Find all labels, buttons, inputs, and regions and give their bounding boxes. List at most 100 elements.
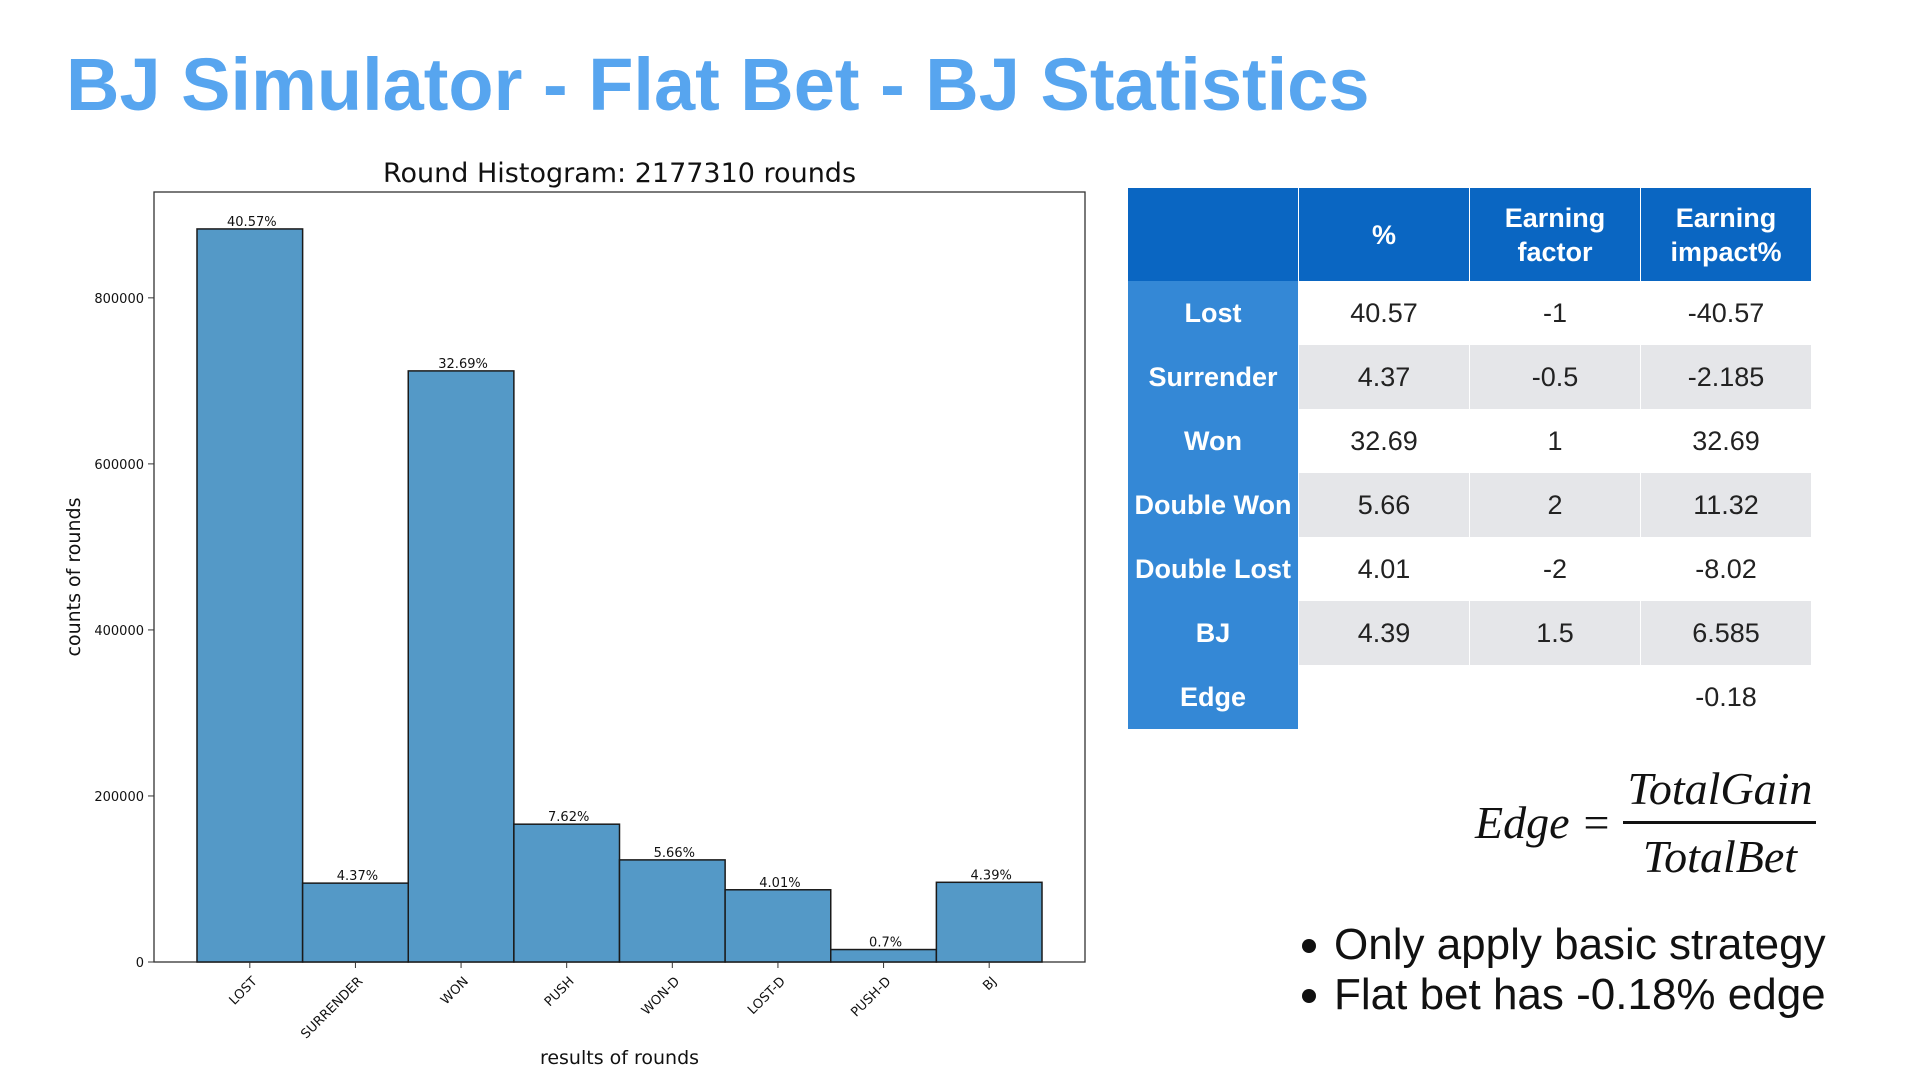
x-tick-label: LOST <box>227 974 261 1008</box>
row-header: Lost <box>1128 281 1299 345</box>
table-row: Double Won 5.66 2 11.32 <box>1128 473 1812 537</box>
value-label: 7.62% <box>548 810 589 825</box>
row-header: Edge <box>1128 665 1299 729</box>
table-cell: 4.39 <box>1298 601 1470 665</box>
numerator: TotalGain <box>1623 762 1817 824</box>
bullet: Only apply basic strategy <box>1300 920 1826 970</box>
table-cell: 11.32 <box>1640 473 1812 537</box>
table-cell: -0.5 <box>1469 345 1641 409</box>
x-axis-label: results of rounds <box>540 1047 699 1069</box>
table-cell-text: 2 <box>1547 489 1563 520</box>
table-row: Lost 40.57 -1 -40.57 <box>1128 281 1812 345</box>
table-cell: 32.69 <box>1298 409 1470 473</box>
row-header-text: Lost <box>1184 297 1242 328</box>
table-cell: -2 <box>1469 537 1641 601</box>
bar <box>513 823 621 963</box>
bullet: Flat bet has -0.18% edge <box>1300 970 1826 1020</box>
table-cell-text: -0.18 <box>1695 681 1757 712</box>
value-label: 5.66% <box>654 846 695 861</box>
formula-op: = <box>1583 797 1610 848</box>
row-header-text: Edge <box>1179 681 1246 712</box>
table-cell-text: 4.39 <box>1357 617 1411 648</box>
header-cell-text: % <box>1371 219 1396 250</box>
bar <box>830 948 938 963</box>
table-cell-text: -0.5 <box>1531 361 1579 392</box>
y-tick-label: 200000 <box>94 790 144 805</box>
row-header: Double Won <box>1128 473 1299 537</box>
formula: Edge = TotalGain TotalBet <box>1475 762 1817 883</box>
bullets: Only apply basic strategy Flat bet has -0… <box>1300 920 1826 1020</box>
table-cell-text: -40.57 <box>1687 297 1765 328</box>
table-cell-text: 32.69 <box>1692 425 1760 456</box>
table-row: Double Lost 4.01 -2 -8.02 <box>1128 537 1812 601</box>
bar <box>935 881 1043 963</box>
row-header-text: Double Won <box>1134 489 1292 520</box>
table-cell-text: -2.185 <box>1687 361 1765 392</box>
row-header-text: Won <box>1184 425 1242 456</box>
table-cell: 40.57 <box>1298 281 1470 345</box>
table-cell: -40.57 <box>1640 281 1812 345</box>
header-cell: Earning factor <box>1469 188 1641 281</box>
bar <box>618 859 726 963</box>
table-cell <box>1469 665 1641 729</box>
bar <box>407 370 515 963</box>
table-cell-text: 4.01 <box>1357 553 1411 584</box>
row-header-text: Surrender <box>1148 361 1278 392</box>
x-tick-label: SURRENDER <box>298 974 366 1042</box>
chart: Round Histogram: 2177310 rounds 0 200000 40… <box>63 158 1086 1069</box>
denominator: TotalBet <box>1642 831 1798 882</box>
x-tick-label: BJ <box>980 974 1000 994</box>
table-cell-text: 5.66 <box>1357 489 1411 520</box>
value-label: 32.69% <box>438 357 488 372</box>
x-tick-label: LOST-D <box>745 974 789 1018</box>
x-tick-label: WON <box>438 974 472 1008</box>
table-cell: -8.02 <box>1640 537 1812 601</box>
row-header: BJ <box>1128 601 1299 665</box>
row-header: Double Lost <box>1128 537 1299 601</box>
slide-title: BJ Simulator - Flat Bet - BJ Statistics <box>66 43 1370 126</box>
table-row: Won 32.69 1 32.69 <box>1128 409 1812 473</box>
table-row: BJ 4.39 1.5 6.585 <box>1128 601 1812 665</box>
header-cell: % <box>1298 188 1470 281</box>
value-label: 4.39% <box>971 868 1012 883</box>
fraction: TotalGain TotalBet <box>1623 762 1817 883</box>
table-cell: -1 <box>1469 281 1641 345</box>
table-cell: 4.37 <box>1298 345 1470 409</box>
table-cell: 32.69 <box>1640 409 1812 473</box>
table-cell <box>1298 665 1470 729</box>
x-tick-label: PUSH-D <box>848 974 894 1020</box>
stats-table: % Earning factor Earning impact% Lost 40.57 -… <box>1128 188 1812 729</box>
bar <box>196 228 304 963</box>
row-header-text: Double Lost <box>1135 553 1291 584</box>
table-cell-text: 40.57 <box>1350 297 1418 328</box>
bar <box>301 882 409 963</box>
row-header: Won <box>1128 409 1299 473</box>
row-header-text: BJ <box>1195 617 1231 648</box>
table-cell: -0.18 <box>1640 665 1812 729</box>
table-cell: 1 <box>1469 409 1641 473</box>
table-cell-text: 1 <box>1547 425 1563 456</box>
value-label: 40.57% <box>227 215 277 230</box>
table-cell: 5.66 <box>1298 473 1470 537</box>
header-cell <box>1128 188 1299 281</box>
header-cell-text: Earning factor <box>1504 202 1606 267</box>
table-row: % Earning factor Earning impact% <box>1128 188 1812 281</box>
table-row: Edge -0.18 <box>1128 665 1812 729</box>
y-axis-label: counts of rounds <box>63 498 85 657</box>
y-tick-label: 0 <box>136 956 144 971</box>
table-cell-text: 4.37 <box>1357 361 1411 392</box>
x-tick-label: WON-D <box>639 974 683 1018</box>
header-cell: Earning impact% <box>1640 188 1812 281</box>
bar <box>724 889 832 963</box>
table-cell-text: 11.32 <box>1693 489 1759 520</box>
table-cell-text: -2 <box>1542 553 1567 584</box>
table-cell: 4.01 <box>1298 537 1470 601</box>
chart-title: Round Histogram: 2177310 rounds <box>383 158 856 189</box>
table-cell-text: -1 <box>1542 297 1567 328</box>
table-row: Surrender 4.37 -0.5 -2.185 <box>1128 345 1812 409</box>
value-label: 4.37% <box>337 869 378 884</box>
table-cell: 1.5 <box>1469 601 1641 665</box>
y-tick-label: 800000 <box>94 292 144 307</box>
value-label: 4.01% <box>759 876 800 891</box>
